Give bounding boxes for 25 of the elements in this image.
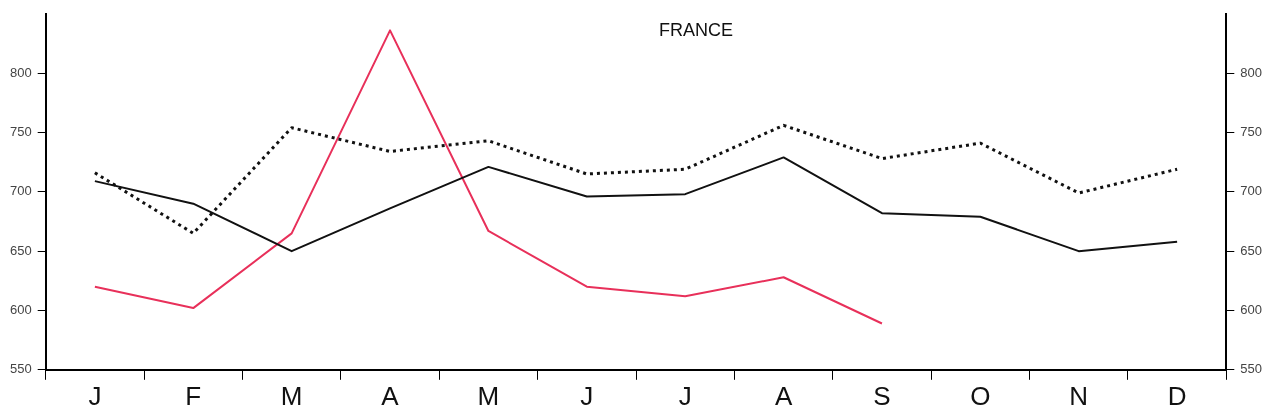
y2-tick-label: 700	[1240, 183, 1263, 199]
x-tick-label: A	[381, 380, 400, 411]
x-tick-label: J	[88, 380, 102, 411]
x-tick-label: M	[477, 380, 500, 411]
chart-title: FRANCE	[658, 19, 734, 40]
y2-tick-label: 750	[1240, 124, 1263, 140]
y-tick-label: 800	[9, 64, 32, 80]
y2-tick-label: 800	[1240, 64, 1263, 80]
x-tick-label: S	[873, 380, 891, 411]
y2-tick-label: 550	[1240, 361, 1263, 377]
y-tick-label: 650	[9, 242, 32, 258]
y2-tick-label: 650	[1240, 242, 1263, 258]
y-tick-label: 600	[9, 302, 32, 318]
x-tick-label: N	[1069, 380, 1089, 411]
x-tick-label: A	[774, 380, 793, 411]
x-tick-label: J	[678, 380, 692, 411]
x-tick-label: F	[185, 380, 202, 411]
y-tick-label: 700	[9, 183, 32, 199]
x-tick-label: D	[1167, 380, 1187, 411]
x-tick-label: J	[580, 380, 594, 411]
x-tick-label: M	[280, 380, 303, 411]
y2-tick-label: 600	[1240, 302, 1263, 318]
y-tick-label: 750	[9, 124, 32, 140]
y-tick-label: 550	[9, 361, 32, 377]
x-tick-label: O	[970, 380, 991, 411]
